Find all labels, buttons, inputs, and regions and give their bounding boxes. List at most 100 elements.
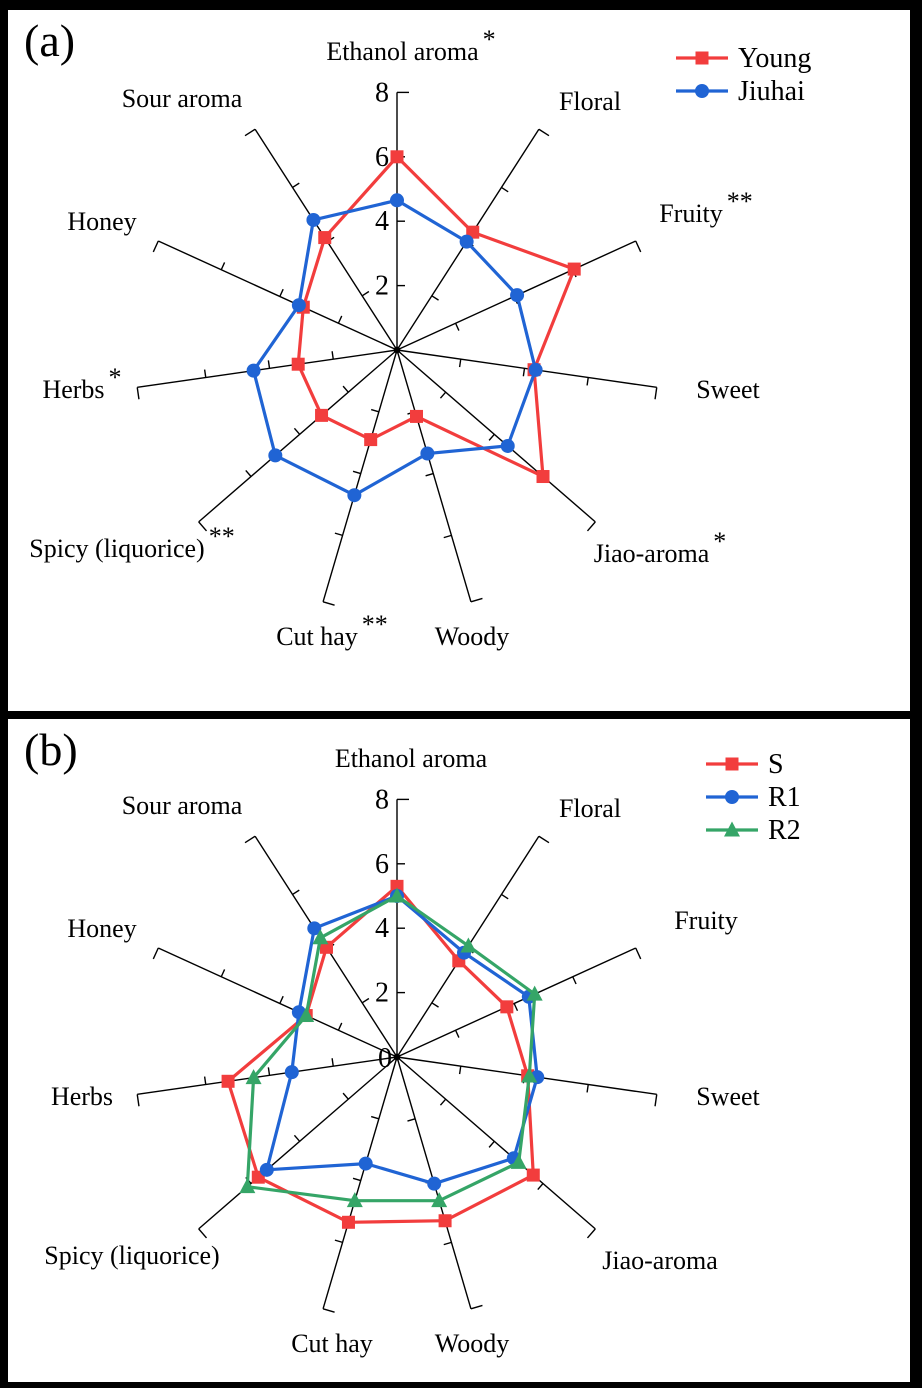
series-marker-young	[536, 470, 550, 484]
radar-spoke	[322, 1056, 398, 1309]
legend-label: R2	[768, 815, 801, 846]
legend-label: R1	[768, 782, 801, 813]
radar-axis-endcap	[538, 128, 550, 137]
series-marker-r2	[239, 1178, 256, 1194]
radar-tick	[334, 1239, 343, 1244]
radial-zero-label: 0	[378, 1043, 392, 1074]
series-marker-r2	[431, 1192, 448, 1208]
axis-label-herbs: Herbs	[51, 1082, 113, 1111]
series-line-r2	[245, 894, 537, 1203]
radar-spoke	[396, 349, 472, 602]
radar-axis-endcap	[152, 240, 159, 253]
series-marker-r2	[460, 937, 477, 953]
radar-tick	[458, 1066, 462, 1075]
legend-marker-circle	[725, 790, 739, 804]
radar-tick	[370, 408, 380, 413]
radial-tick-label: 6	[375, 142, 389, 173]
axis-label-floral: Floral	[559, 794, 621, 823]
radar-spoke	[157, 240, 398, 351]
radar-tick	[488, 433, 495, 441]
series-marker-s	[438, 1214, 452, 1228]
axis-label-fruity: Fruity	[674, 906, 738, 935]
radar-spoke	[396, 1056, 596, 1230]
radar-axis-endcap	[586, 1228, 596, 1239]
radar-tick	[267, 1067, 271, 1076]
radar-axis-endcap	[654, 387, 658, 400]
axis-label-ethanol-aroma: Ethanol aroma *	[326, 25, 495, 66]
radar-axis-endcap	[322, 1308, 335, 1313]
series-marker-s	[221, 1074, 235, 1088]
radar-tick	[352, 470, 361, 475]
radar-tick	[279, 288, 284, 297]
series-marker-jiuhai	[347, 488, 362, 503]
radial-tick-label: 4	[375, 206, 389, 237]
radar-tick	[342, 385, 349, 393]
legend-marker-circle	[695, 84, 709, 98]
axis-label-cut-hay: Cut hay **	[276, 610, 388, 651]
radar-axis-endcap	[198, 521, 208, 532]
radar-tick	[293, 427, 301, 435]
series-marker-r2	[526, 985, 543, 1001]
series-marker-r2	[298, 1007, 315, 1023]
radar-tick	[331, 351, 334, 360]
radar-tick	[431, 295, 439, 301]
radar-tick	[267, 360, 271, 369]
series-marker-young	[315, 408, 329, 422]
radar-tick	[431, 1002, 439, 1008]
series-marker-jiuhai	[500, 438, 515, 453]
radar-tick	[501, 186, 509, 193]
series-marker-r1	[307, 921, 322, 936]
axis-label-jiao-aroma: Jiao-aroma	[602, 1246, 718, 1275]
series-marker-young	[410, 409, 424, 423]
axis-label-honey: Honey	[67, 914, 136, 943]
series-marker-r2	[312, 929, 329, 945]
radar-tick	[292, 182, 300, 189]
radar-axis-endcap	[654, 1094, 658, 1107]
radar-spoke	[396, 349, 657, 389]
radar-spoke	[396, 947, 637, 1058]
series-marker-jiuhai	[268, 448, 283, 463]
radar-axis-endcap	[470, 1304, 483, 1310]
series-marker-young	[390, 150, 404, 164]
radar-tick	[245, 470, 252, 477]
panel-a: (a) 2 4 6 8 Ethanol aroma * Floral Fruity ** Swee…	[8, 10, 910, 711]
radar-tick	[501, 893, 509, 900]
radar-tick	[439, 1098, 447, 1106]
radar-tick	[293, 1134, 301, 1142]
radar-axis-endcap	[635, 947, 642, 960]
series-marker-r2	[389, 887, 405, 903]
axis-label-cut-hay: Cut hay	[291, 1329, 373, 1358]
radar-tick	[203, 1076, 207, 1085]
series-marker-jiuhai	[459, 234, 474, 249]
series-marker-jiuhai	[420, 446, 435, 461]
series-marker-r1	[427, 1176, 442, 1191]
radar-tick	[572, 976, 577, 985]
legend-marker-square	[695, 51, 709, 65]
radar-axis-endcap	[635, 240, 642, 253]
radar-tick	[586, 377, 589, 386]
radar-axis-endcap	[152, 947, 159, 960]
series-marker-s	[526, 1168, 540, 1182]
series-marker-r2	[245, 1069, 262, 1085]
radar-spoke	[137, 1056, 398, 1096]
radar-axis-endcap	[244, 835, 256, 844]
radar-tick	[537, 1183, 544, 1191]
radar-tick	[331, 1058, 334, 1067]
radial-tick-label: 2	[375, 271, 389, 302]
radar-spoke	[157, 947, 398, 1058]
legend-item-r1: R1	[706, 782, 801, 813]
radar-tick	[522, 368, 526, 377]
radial-tick-label: 2	[375, 978, 389, 1009]
axis-label-sour-aroma: Sour aroma	[122, 84, 243, 113]
radial-tick-label: 4	[375, 913, 389, 944]
axis-label-ethanol-aroma: Ethanol aroma	[335, 744, 488, 773]
radar-axis-endcap	[538, 835, 550, 844]
series-marker-young	[364, 433, 378, 447]
axis-label-floral: Floral	[559, 87, 621, 116]
radar-axis-endcap	[136, 1094, 140, 1107]
axis-label-sour-aroma: Sour aroma	[122, 791, 243, 820]
axis-label-herbs: Herbs *	[42, 363, 121, 404]
axis-label-sweet: Sweet	[696, 375, 760, 404]
axis-label-woody: Woody	[435, 1329, 509, 1358]
